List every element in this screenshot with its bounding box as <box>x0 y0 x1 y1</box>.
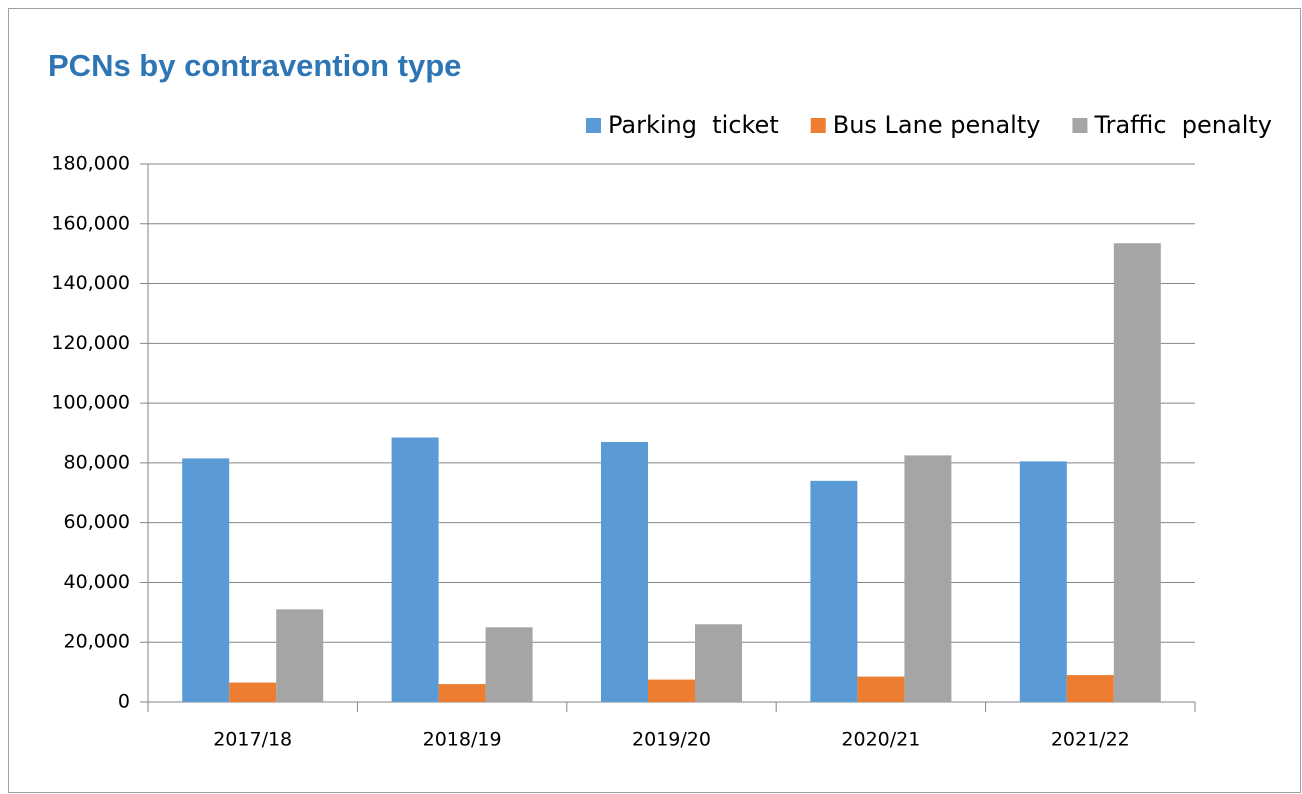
y-tick-label: 140,000 <box>51 272 130 294</box>
bar <box>1066 675 1114 702</box>
legend-swatch <box>586 118 601 133</box>
legend-label: Parking ticket <box>608 111 779 139</box>
y-tick-label: 80,000 <box>64 451 130 473</box>
chart-title: PCNs by contravention type <box>48 48 461 83</box>
bar <box>1113 243 1161 702</box>
legend-label: Bus Lane penalty <box>833 111 1041 139</box>
x-tick-label: 2020/21 <box>841 729 920 751</box>
y-tick-label: 0 <box>118 691 130 713</box>
y-tick-label: 60,000 <box>64 511 130 533</box>
bar <box>229 682 277 702</box>
legend-swatch <box>1072 118 1088 133</box>
legend-swatch <box>810 118 826 133</box>
bar <box>1019 461 1067 702</box>
y-tick-label: 100,000 <box>51 392 130 414</box>
x-tick-label: 2019/20 <box>632 729 711 751</box>
legend-label: Traffic penalty <box>1093 111 1272 139</box>
y-tick-label: 20,000 <box>64 631 130 653</box>
bar <box>648 679 695 702</box>
x-tick-label: 2017/18 <box>213 729 292 751</box>
bar <box>391 437 439 702</box>
y-tick-label: 180,000 <box>51 153 130 175</box>
x-tick-label: 2021/22 <box>1051 729 1130 751</box>
bar <box>276 609 324 702</box>
bar <box>695 624 742 702</box>
bar <box>904 455 952 702</box>
x-tick-label: 2018/19 <box>423 729 502 751</box>
y-tick-label: 40,000 <box>64 571 130 593</box>
bar <box>601 441 648 702</box>
bar <box>182 458 230 702</box>
bar <box>810 480 858 702</box>
bar <box>857 676 905 702</box>
y-tick-label: 160,000 <box>51 212 130 234</box>
bar <box>438 684 486 702</box>
bar <box>485 627 533 702</box>
y-tick-label: 120,000 <box>51 332 130 354</box>
